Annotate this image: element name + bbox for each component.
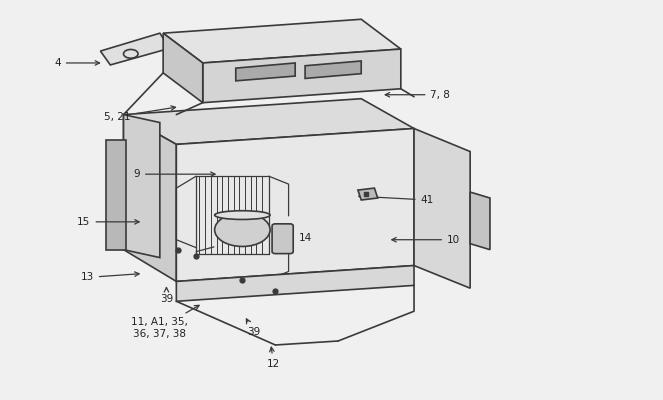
Text: 15: 15: [78, 217, 139, 227]
Polygon shape: [236, 63, 295, 81]
Ellipse shape: [215, 211, 270, 220]
Polygon shape: [123, 114, 176, 282]
Polygon shape: [203, 49, 401, 103]
Text: 12: 12: [267, 347, 280, 369]
Polygon shape: [163, 19, 401, 63]
Text: 10: 10: [392, 235, 460, 245]
Text: 13: 13: [81, 272, 139, 282]
Polygon shape: [123, 99, 414, 144]
Polygon shape: [105, 140, 125, 250]
Text: 7, 8: 7, 8: [385, 90, 450, 100]
Text: 39: 39: [160, 288, 173, 304]
Text: 5, 21: 5, 21: [103, 106, 176, 122]
Text: 14: 14: [279, 228, 312, 243]
Polygon shape: [100, 33, 170, 65]
Text: 9: 9: [133, 169, 215, 179]
Text: 11, A1, 35,
36, 37, 38: 11, A1, 35, 36, 37, 38: [131, 305, 199, 339]
Polygon shape: [176, 128, 414, 282]
Circle shape: [215, 213, 270, 246]
Text: 41: 41: [359, 194, 434, 205]
Polygon shape: [470, 192, 490, 250]
Text: 4: 4: [54, 58, 99, 68]
Polygon shape: [305, 61, 361, 78]
Text: 39: 39: [247, 319, 260, 337]
FancyBboxPatch shape: [272, 224, 293, 254]
Circle shape: [123, 50, 138, 58]
Polygon shape: [358, 188, 378, 200]
Polygon shape: [176, 266, 414, 301]
Polygon shape: [163, 33, 203, 103]
Polygon shape: [123, 114, 160, 258]
Polygon shape: [414, 128, 470, 288]
